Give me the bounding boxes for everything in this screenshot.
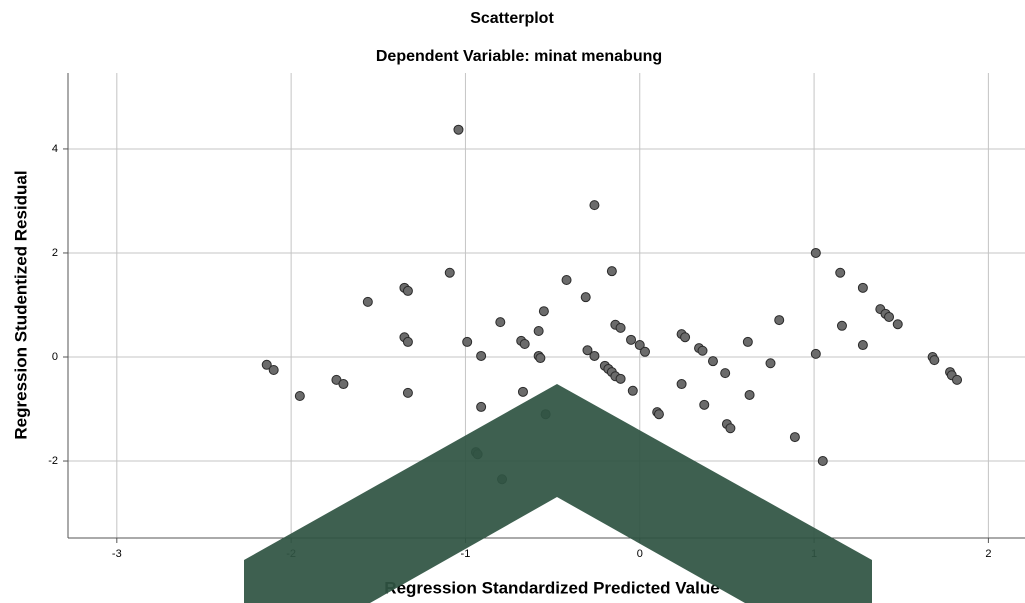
point — [810, 247, 821, 258]
y-tick-label: -2 — [48, 455, 58, 467]
point — [535, 353, 546, 364]
point — [402, 285, 413, 296]
point — [538, 306, 549, 317]
point — [765, 358, 776, 369]
point — [699, 399, 710, 410]
x-tick-label: 0 — [637, 548, 643, 560]
point — [626, 334, 637, 345]
point — [294, 391, 305, 402]
y-tick-label: 4 — [52, 143, 58, 155]
y-tick-label: 0 — [52, 351, 58, 363]
point — [615, 373, 626, 384]
point — [261, 359, 272, 370]
point — [533, 325, 544, 336]
point — [338, 379, 349, 390]
point — [789, 432, 800, 443]
point — [589, 200, 600, 211]
point — [582, 345, 593, 356]
point — [627, 385, 638, 396]
point — [720, 368, 731, 379]
point — [362, 296, 373, 307]
x-tick-label: -1 — [461, 548, 471, 560]
y-tick-label: 2 — [52, 247, 58, 259]
point — [495, 317, 506, 328]
overlay-chevron — [244, 384, 872, 603]
point — [744, 389, 755, 400]
x-tick-label: -3 — [112, 548, 122, 560]
point — [634, 340, 645, 351]
point — [519, 338, 530, 349]
point — [580, 292, 591, 303]
point — [929, 355, 940, 366]
x-tick-label: 2 — [985, 548, 991, 560]
point — [402, 387, 413, 398]
point — [444, 267, 455, 278]
point — [402, 336, 413, 347]
chart-subtitle: Dependent Variable: minat menabung — [376, 48, 662, 65]
point — [561, 275, 572, 286]
chart-title: Scatterplot — [470, 10, 554, 27]
point — [589, 350, 600, 361]
point — [476, 401, 487, 412]
point — [462, 336, 473, 347]
point — [892, 319, 903, 330]
point — [742, 336, 753, 347]
point — [517, 386, 528, 397]
point — [857, 282, 868, 293]
point — [453, 124, 464, 135]
point — [606, 266, 617, 277]
point — [676, 379, 687, 390]
point — [615, 322, 626, 333]
point — [476, 350, 487, 361]
point — [268, 364, 279, 375]
point — [952, 374, 963, 385]
y-axis-label: Regression Studentized Residual — [11, 170, 30, 439]
point — [653, 409, 664, 420]
point — [884, 311, 895, 322]
point — [639, 346, 650, 357]
point — [774, 315, 785, 326]
point — [835, 267, 846, 278]
x-axis-label: Regression Standardized Predicted Value — [384, 578, 719, 597]
point — [817, 456, 828, 467]
point — [707, 356, 718, 367]
point — [836, 320, 847, 331]
point — [697, 345, 708, 356]
point — [725, 423, 736, 434]
point — [857, 340, 868, 351]
point — [810, 348, 821, 359]
point — [680, 332, 691, 343]
